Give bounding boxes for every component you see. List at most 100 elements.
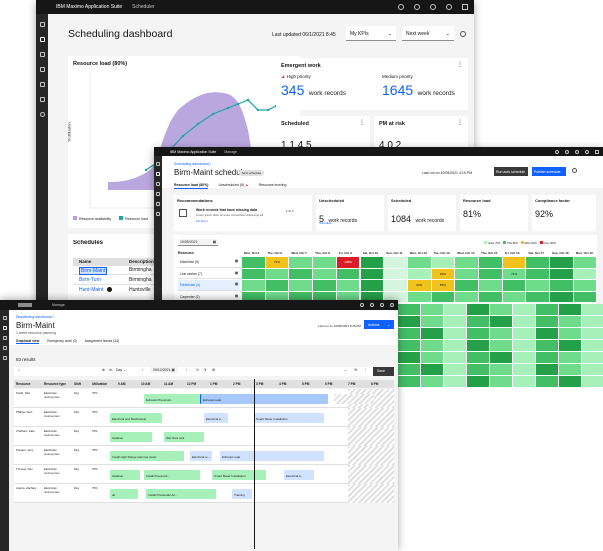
work-order-bar[interactable]: Isolation <box>110 432 152 442</box>
heatmap-cell[interactable] <box>467 364 489 375</box>
tab-unscheduled[interactable]: Unscheduled (5) ▲ <box>218 183 248 189</box>
heatmap-cell[interactable] <box>559 352 581 363</box>
heatmap-cell[interactable] <box>421 376 443 387</box>
heatmap-cell[interactable] <box>289 257 313 268</box>
notification-icon[interactable] <box>555 149 559 154</box>
zoom-dropdown[interactable]: Day ⌄ <box>116 368 127 372</box>
heatmap-cell[interactable] <box>536 328 558 339</box>
schedule-name-link[interactable]: Hunt-Maint <box>79 287 104 293</box>
heatmap-cell[interactable] <box>513 340 535 351</box>
heatmap-cell[interactable] <box>444 364 466 375</box>
help-icon[interactable] <box>380 303 384 307</box>
heatmap-cell[interactable] <box>479 280 502 291</box>
tab-resource-load[interactable]: Resource load (80%) <box>174 183 209 189</box>
table-row[interactable]: Birm-Maint Birmingha <box>73 266 178 275</box>
notification-icon[interactable] <box>360 303 364 307</box>
table-row[interactable]: Thomas, Dan Electrician Journeyman Day 75% <box>14 465 394 484</box>
heatmap-cell[interactable] <box>559 316 581 327</box>
heatmap-cell[interactable] <box>526 291 550 302</box>
work-order-bar[interactable]: Exhaust Pneumati... <box>144 394 204 404</box>
work-order-bar[interactable]: Smart Meter Installation <box>212 470 266 480</box>
heatmap-cell[interactable] <box>467 316 489 327</box>
heatmap-cell[interactable] <box>455 291 478 302</box>
nav-calendar-icon[interactable] <box>156 202 160 206</box>
heatmap-cell[interactable] <box>407 257 431 268</box>
settings-icon[interactable] <box>460 31 466 37</box>
heatmap-cell[interactable]: 85% <box>431 280 455 291</box>
heatmap-cell[interactable] <box>384 257 407 268</box>
date-field[interactable]: 09/12/2021 ▦ <box>150 367 178 373</box>
heatmap-cell[interactable] <box>490 352 512 363</box>
heatmap-cell[interactable] <box>265 268 289 279</box>
resource-row[interactable]: Machinist (5) ▦ <box>178 257 240 268</box>
actions-button[interactable]: Actions ⌄ <box>364 320 394 329</box>
user-icon[interactable] <box>446 4 452 10</box>
percent-icon[interactable]: % <box>354 368 358 372</box>
work-order-bar[interactable]: Install Pneumatic Ac... <box>146 489 216 499</box>
user-icon[interactable] <box>390 303 394 307</box>
work-order-bar[interactable]: Electrical a... <box>204 413 228 423</box>
user-icon[interactable] <box>585 149 589 154</box>
nav-work-icon[interactable] <box>2 336 7 340</box>
heatmap-cell[interactable] <box>384 268 407 279</box>
heatmap-cell[interactable] <box>490 340 512 351</box>
heatmap-cell[interactable] <box>242 280 265 291</box>
heatmap-cell[interactable] <box>490 304 512 315</box>
work-order-bar[interactable]: Exhaust Leak <box>200 394 328 404</box>
schedule-name-link[interactable]: Birm-Turn <box>79 277 102 283</box>
heatmap-cell[interactable] <box>502 257 526 268</box>
heatmap-cell[interactable] <box>582 376 603 387</box>
heatmap-cell[interactable] <box>242 257 265 268</box>
heatmap-cell[interactable] <box>526 257 550 268</box>
heatmap-cell[interactable] <box>398 364 420 375</box>
heatmap-cell[interactable] <box>490 376 512 387</box>
heatmap-cell[interactable] <box>431 257 455 268</box>
work-order-bar[interactable]: Wet lines sick <box>164 432 204 442</box>
calendar-icon[interactable]: ▦ <box>234 293 238 298</box>
heatmap-cell[interactable] <box>513 316 535 327</box>
nav-calendar-icon[interactable] <box>2 356 7 360</box>
heatmap-cell[interactable] <box>336 280 360 291</box>
heatmap-cell[interactable] <box>559 328 581 339</box>
heatmap-cell[interactable] <box>536 376 558 387</box>
calendar-icon[interactable]: ▦ <box>234 259 238 263</box>
heatmap-cell[interactable] <box>526 280 550 291</box>
heatmap-cell[interactable] <box>467 340 489 351</box>
heatmap-cell[interactable] <box>398 304 420 315</box>
heatmap-cell[interactable] <box>313 291 336 302</box>
heatmap-cell[interactable]: 73% <box>265 257 289 268</box>
heatmap-cell[interactable] <box>467 328 489 339</box>
heatmap-cell[interactable] <box>536 364 558 375</box>
settings-icon[interactable] <box>414 4 420 10</box>
work-order-bar[interactable]: Smart Meter Installation <box>254 413 324 423</box>
heatmap-cell[interactable] <box>467 304 489 315</box>
work-order-bar[interactable]: Install High Range Gamma meter <box>110 451 184 461</box>
heatmap-cell[interactable] <box>582 352 603 363</box>
heatmap-cell[interactable] <box>444 304 466 315</box>
work-order-bar[interactable] <box>334 394 374 404</box>
nav-list-icon[interactable] <box>156 192 160 196</box>
notification-icon[interactable] <box>398 4 404 10</box>
heatmap-cell[interactable] <box>582 316 603 327</box>
breadcrumb[interactable]: Dispatching dashboard / <box>16 315 54 319</box>
heatmap-cell[interactable] <box>313 257 336 268</box>
heatmap-cell[interactable] <box>313 280 336 291</box>
heatmap-cell[interactable] <box>421 352 443 363</box>
work-order-bar[interactable]: Isolation <box>110 470 140 480</box>
heatmap-cell[interactable] <box>384 280 407 291</box>
heatmap-cell[interactable] <box>313 268 336 279</box>
heatmap-cell[interactable] <box>550 268 573 279</box>
info-icon[interactable] <box>107 287 112 292</box>
heatmap-cell[interactable] <box>559 376 581 387</box>
nav-report-icon[interactable] <box>156 212 160 216</box>
heatmap-cell[interactable] <box>513 328 535 339</box>
nav-calendar-icon[interactable] <box>39 82 45 87</box>
next-icon[interactable]: › <box>186 368 188 372</box>
recommendation-pager[interactable]: 1 of 4 <box>286 209 294 213</box>
resource-row[interactable]: Electrician (4) ▦ <box>178 280 240 291</box>
heatmap-cell[interactable] <box>559 364 581 375</box>
heatmap-cell[interactable] <box>398 340 420 351</box>
work-order-bar[interactable]: Electrical re... <box>190 451 212 461</box>
nav-home-icon[interactable] <box>2 316 7 320</box>
heatmap-cell[interactable] <box>582 304 603 315</box>
